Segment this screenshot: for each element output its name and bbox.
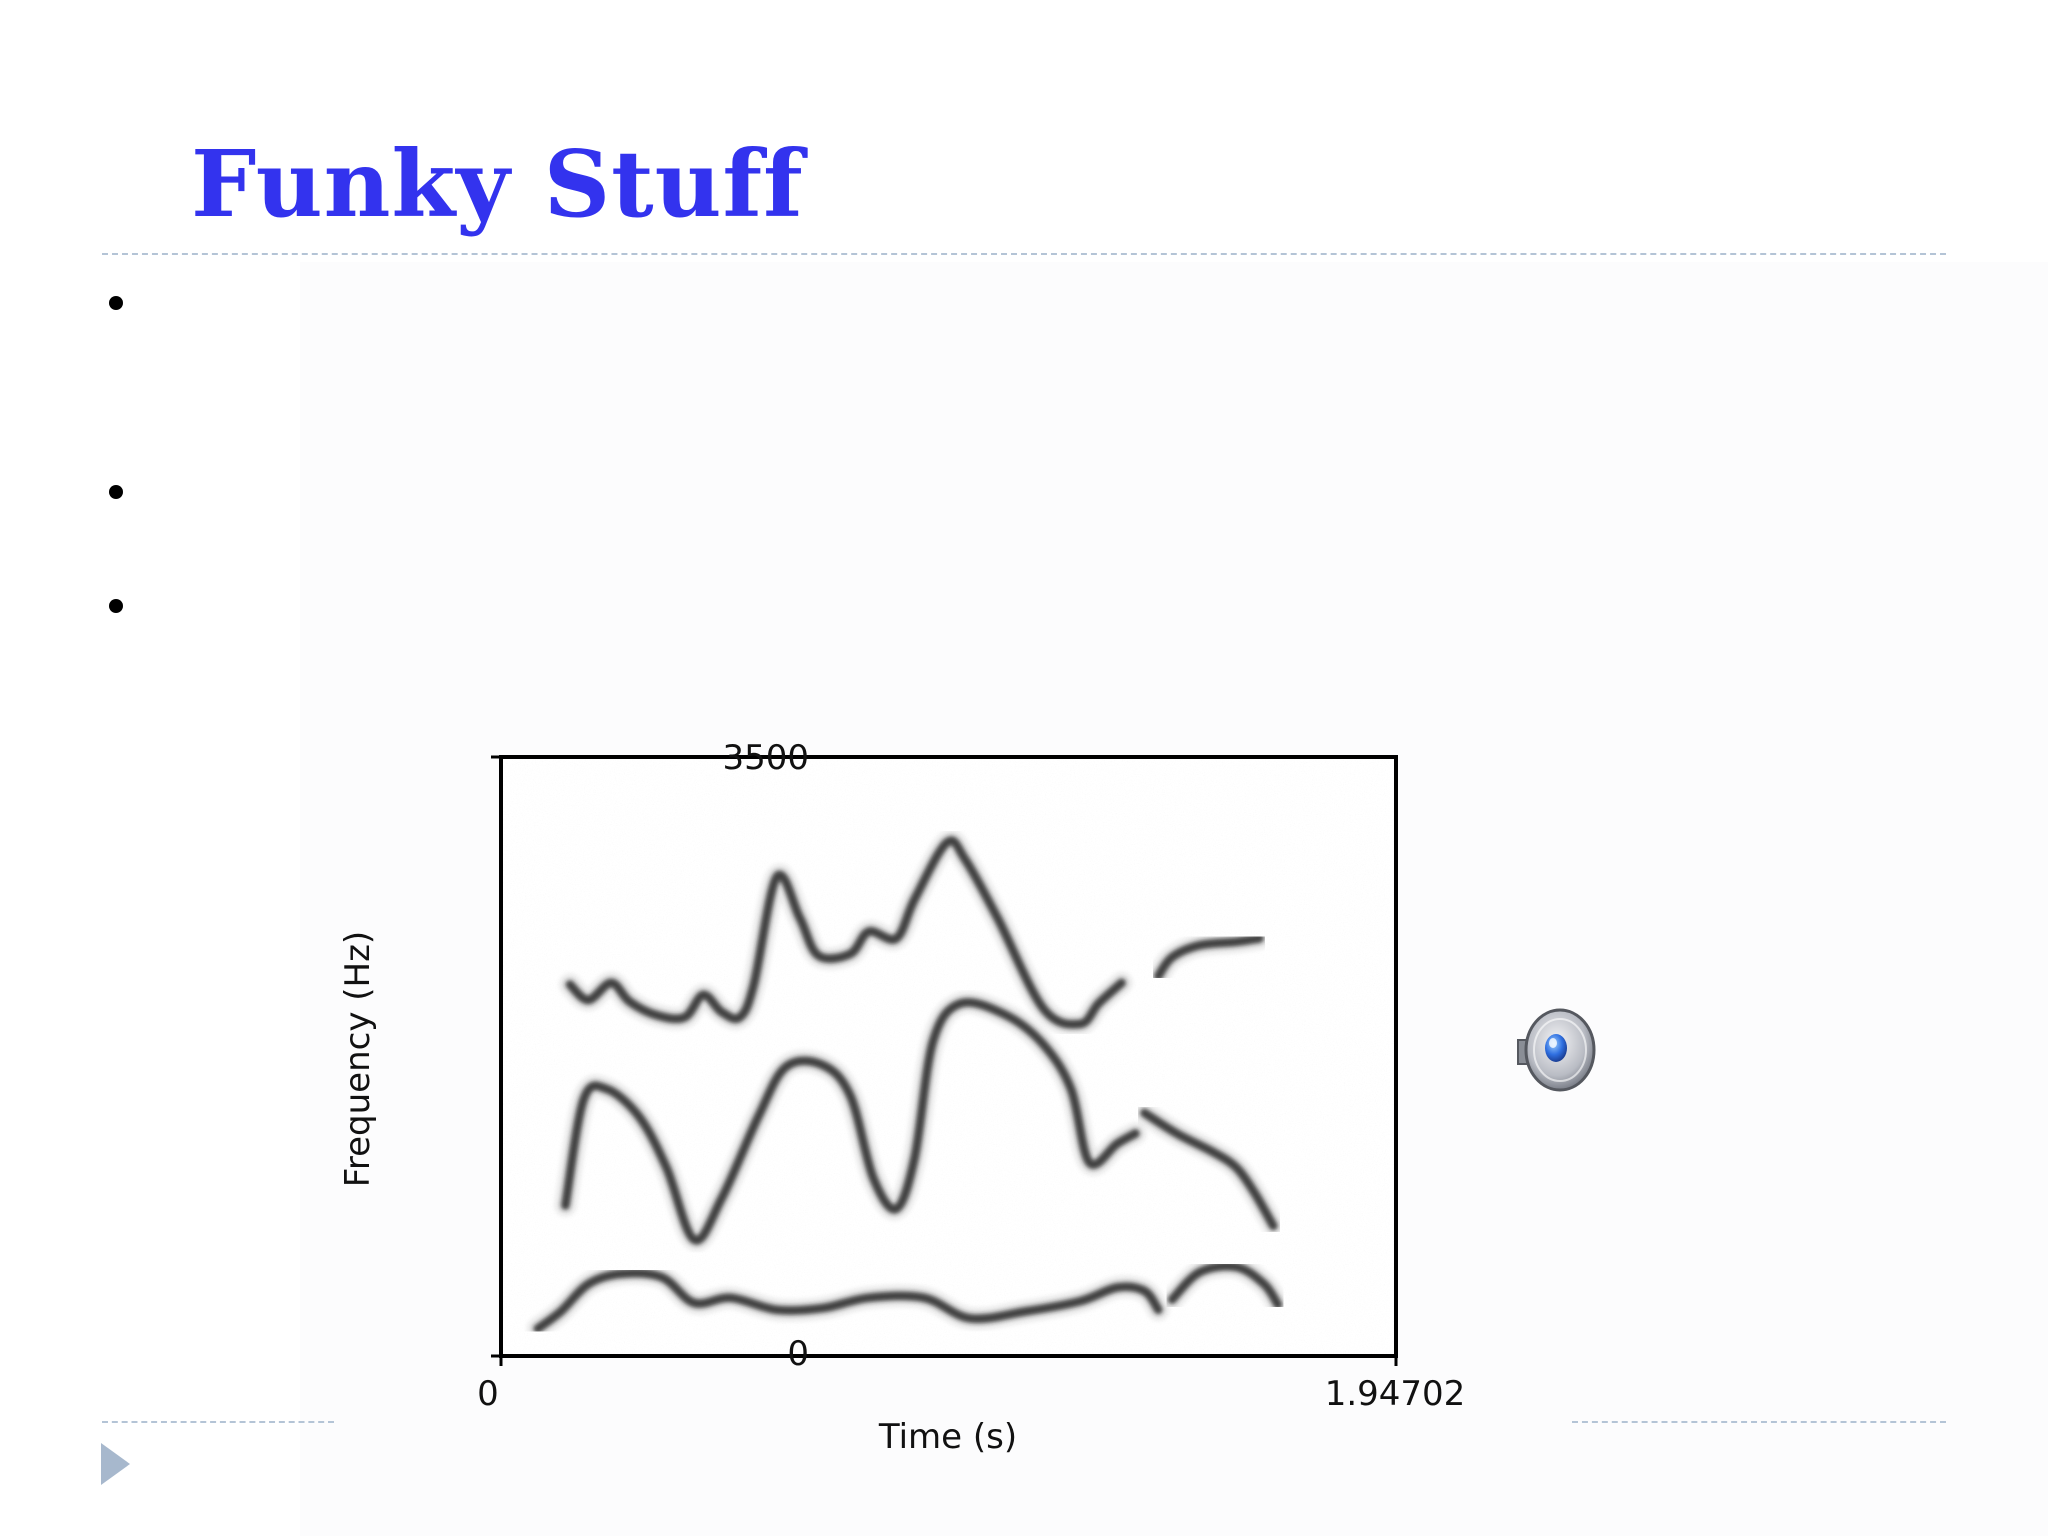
speaker-icon-graphic bbox=[1517, 1008, 1596, 1092]
y-axis-max-label: 3500 bbox=[722, 738, 809, 778]
formant-track-3 bbox=[560, 997, 1140, 1245]
formant-track-2 bbox=[1153, 933, 1264, 981]
plot-frame bbox=[499, 755, 1398, 1358]
formant-track-5 bbox=[533, 1268, 1163, 1334]
slide-title: Funky Stuff bbox=[191, 130, 804, 238]
bullet-point-2 bbox=[109, 485, 123, 499]
title-divider bbox=[102, 253, 1946, 255]
formant-track-6 bbox=[1167, 1261, 1283, 1310]
y-axis-title: Frequency (Hz) bbox=[338, 930, 378, 1188]
formant-track-1 bbox=[565, 836, 1127, 1029]
x-axis-min-label: 0 bbox=[477, 1374, 499, 1414]
footer-divider-left bbox=[102, 1421, 334, 1423]
bullet-point-3 bbox=[109, 599, 123, 613]
x-axis-title: Time (s) bbox=[878, 1417, 1018, 1457]
x-axis-max-label: 1.94702 bbox=[1324, 1374, 1466, 1414]
y-axis-min-label: 0 bbox=[787, 1334, 809, 1374]
formant-tracks bbox=[526, 829, 1289, 1340]
next-slide-arrow-icon[interactable] bbox=[101, 1443, 130, 1485]
spectrogram-canvas bbox=[491, 755, 1398, 1366]
speaker-icon[interactable] bbox=[1512, 1004, 1604, 1096]
bullet-point-1 bbox=[109, 296, 123, 310]
footer-divider-right bbox=[1572, 1421, 1946, 1423]
formant-track-4 bbox=[1140, 1108, 1278, 1231]
spectrogram-figure: 3500 0 0 1.94702 Time (s) Frequency (Hz) bbox=[320, 720, 1500, 1460]
